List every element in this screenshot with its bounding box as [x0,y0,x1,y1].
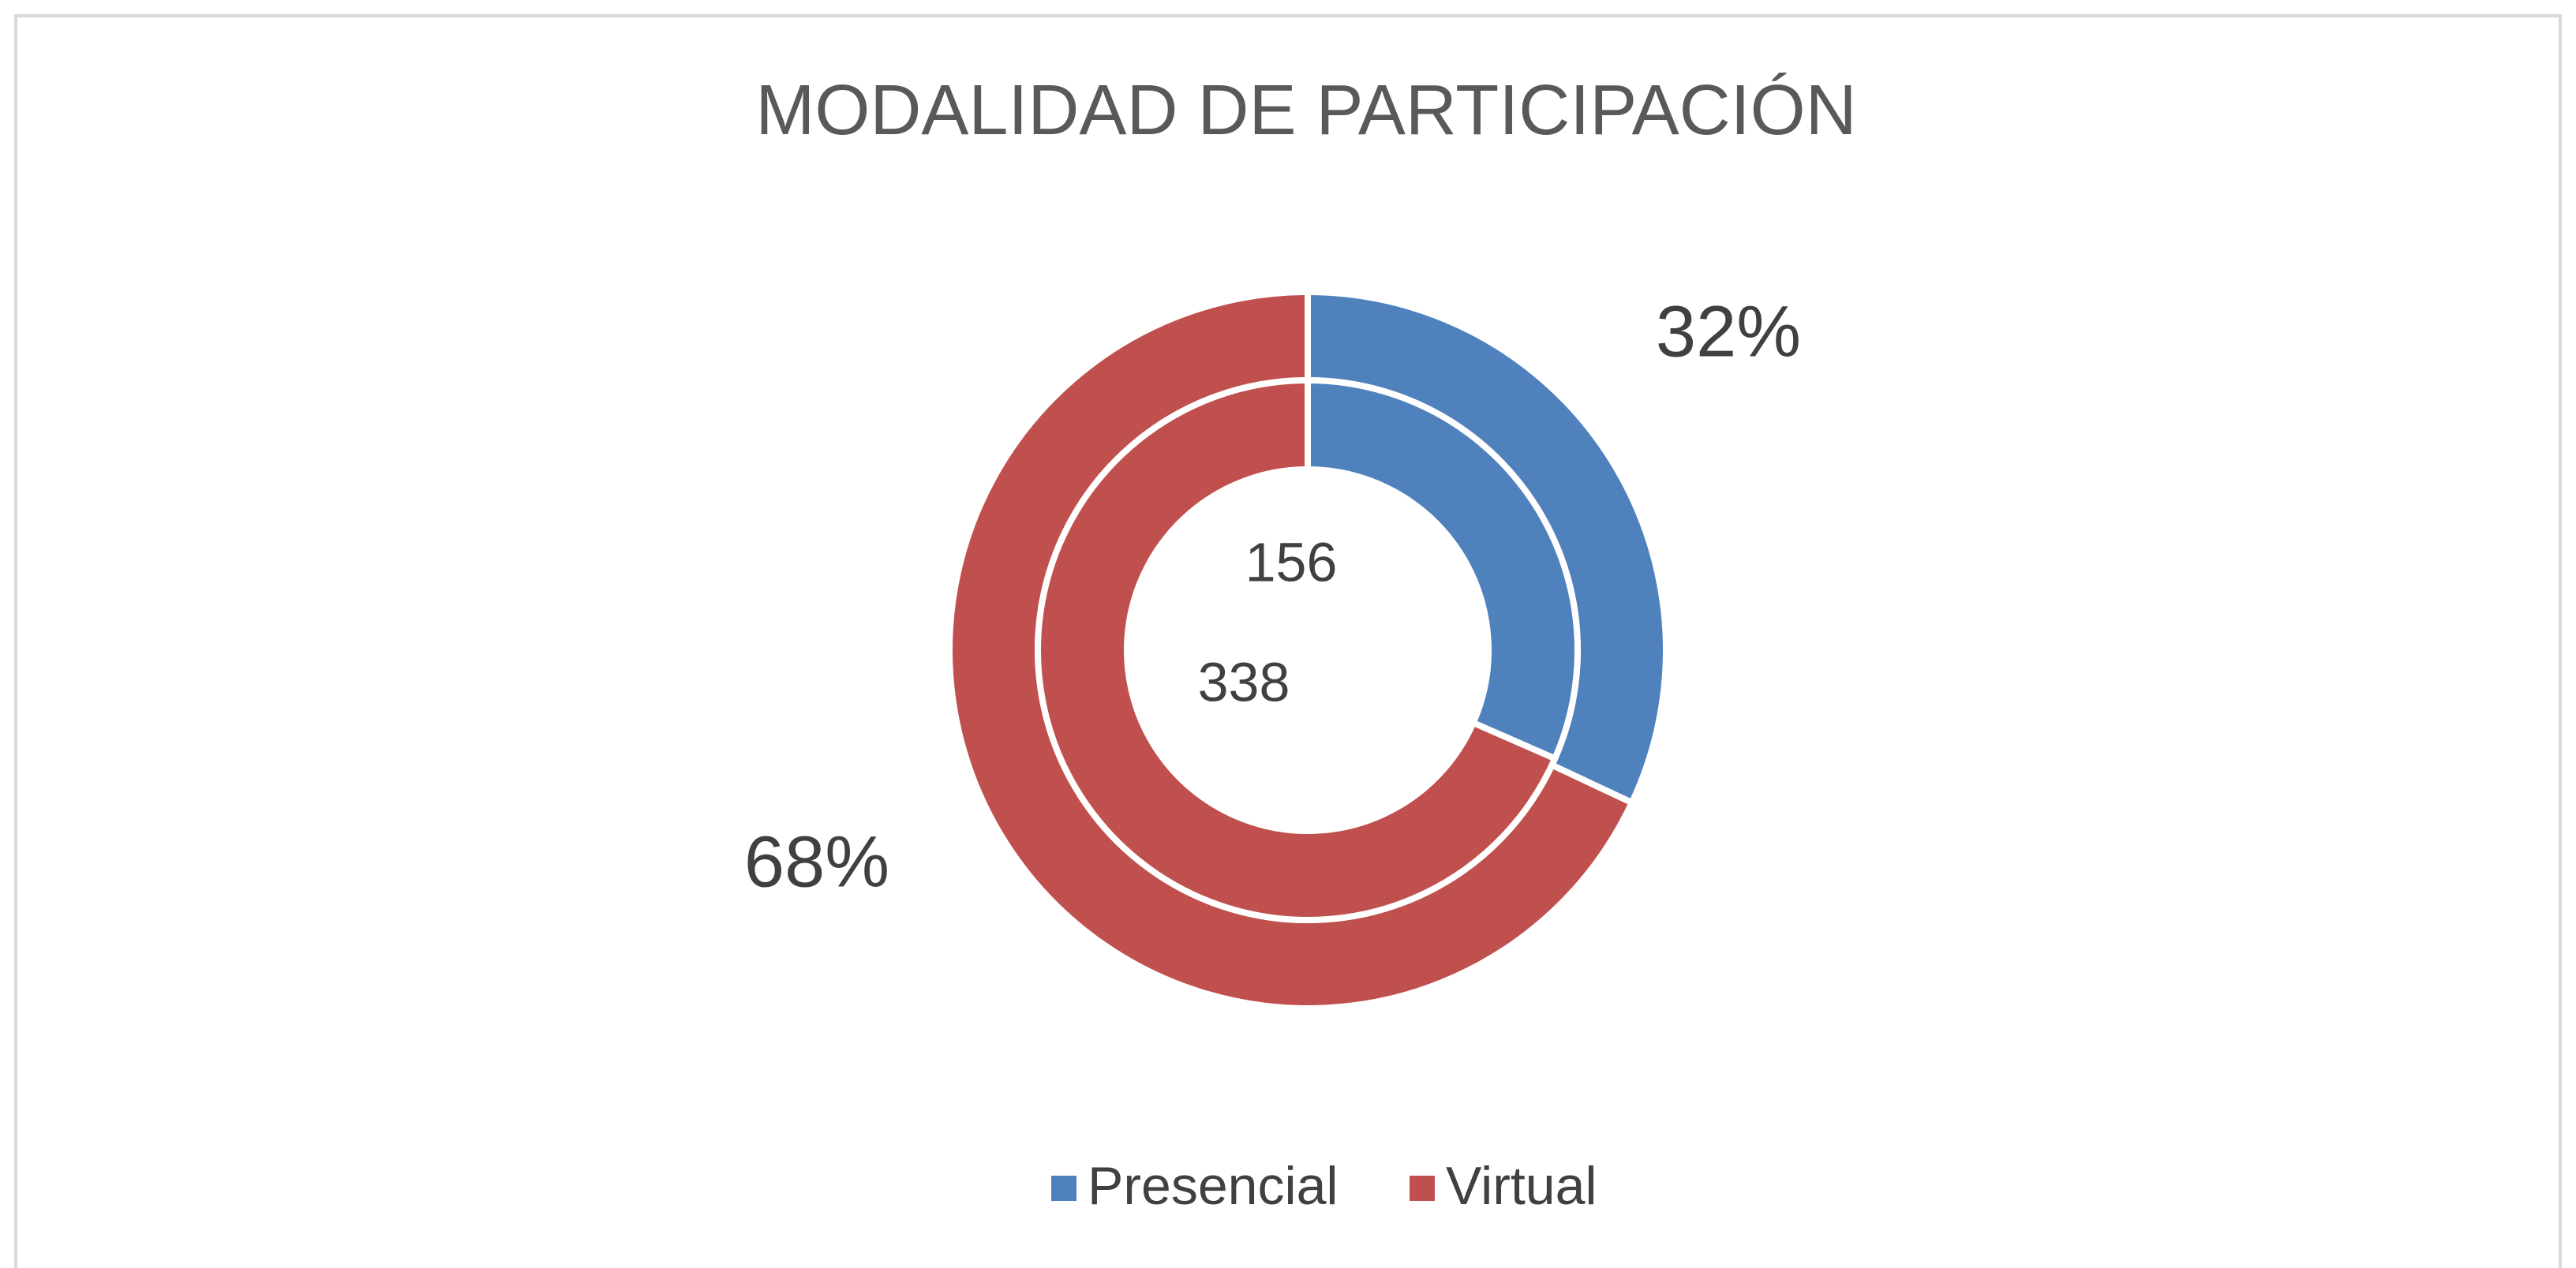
chart-title: MODALIDAD DE PARTICIPACIÓN [755,71,1856,150]
data-label: 32% [1656,291,1801,372]
donut-segment [1034,377,1559,923]
legend-label: Virtual [1446,1156,1597,1216]
data-label: 338 [1198,651,1290,713]
legend-swatch [1410,1176,1435,1201]
donut-segment [1305,377,1581,762]
data-label: 156 [1245,531,1338,593]
legend-label: Presencial [1088,1156,1339,1216]
data-label: 68% [744,821,889,902]
chart-border [14,14,2562,1268]
legend-swatch [1051,1176,1076,1201]
